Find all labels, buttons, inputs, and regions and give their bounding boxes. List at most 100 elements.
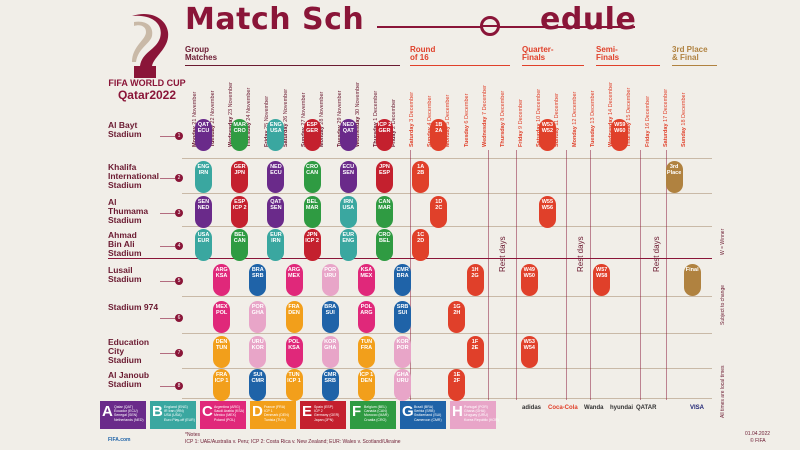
sponsor-logo: QATAR [636, 405, 657, 411]
match-pill[interactable]: TUN ICP 1 [285, 369, 303, 401]
match-pill[interactable]: QAT SEN [267, 196, 285, 228]
match-pill[interactable]: W49 W50 [520, 264, 538, 296]
team-a: W57 [596, 267, 608, 273]
match-pill[interactable]: ESP ICP 2 [231, 196, 249, 228]
match-pill[interactable]: EUR IRN [267, 229, 285, 261]
match-pill[interactable]: CMR SRB [321, 369, 339, 401]
phase-label: Group Matches [185, 45, 218, 62]
phase-label: 3rd Place & Final [672, 45, 708, 62]
team-a: FRA [288, 304, 300, 310]
match-pill[interactable]: POL ARG [357, 301, 375, 333]
row-divider [182, 193, 712, 194]
match-pill[interactable]: USA EUR [195, 229, 212, 261]
match-pill[interactable]: BEL CAN [231, 229, 249, 261]
team-a: 1E [453, 372, 461, 378]
match-pill[interactable]: SUI CMR [249, 369, 267, 401]
match-pill[interactable]: BEL MAR [303, 196, 321, 228]
match-pill[interactable]: NED ECU [267, 161, 285, 193]
team-b: URU [396, 378, 409, 384]
sponsor-logo: adidas [522, 405, 542, 411]
match-pill[interactable]: JPN ESP [376, 161, 393, 193]
team-b: W54 [523, 345, 535, 351]
weekday: Saturday [409, 121, 416, 147]
phase-label: Quarter- Finals [522, 45, 554, 62]
date-label: Friday 9 December [518, 72, 525, 147]
match-pill[interactable]: KOR GHA [321, 336, 339, 368]
match-pill[interactable]: 1D 2C [430, 196, 448, 228]
match-pill[interactable]: ENG USA [267, 119, 285, 151]
team-b: MEX [288, 273, 300, 279]
match-pill[interactable]: W59 W60 [611, 119, 629, 151]
match-pill[interactable]: ESP GER [303, 119, 321, 151]
date-column-header: Wednesday 7 December [482, 72, 492, 147]
match-pill[interactable]: KSA MEX [357, 264, 375, 296]
match-pill[interactable]: 1E 2F [448, 369, 466, 401]
team-a: BRA [324, 304, 337, 310]
team-b: 2D [417, 238, 425, 244]
stadium-connector [160, 353, 175, 354]
match-pill[interactable]: Final [683, 264, 701, 296]
match-pill[interactable]: ENG IRN [195, 161, 212, 193]
match-pill[interactable]: CMR BRA [394, 264, 412, 296]
match-pill[interactable]: W53 W54 [520, 336, 538, 368]
match-pill[interactable]: POL KSA [285, 336, 303, 368]
copyright: © FIFA [750, 438, 766, 444]
match-pill[interactable]: KOR POR [394, 336, 412, 368]
match-pill[interactable]: FRA ICP 1 [213, 369, 231, 401]
match-pill[interactable]: ICP 1 DEN [357, 369, 375, 401]
match-pill[interactable]: ECU SEN [339, 161, 357, 193]
match-pill[interactable]: SEN NED [195, 196, 212, 228]
match-pill[interactable]: GHA URU [394, 369, 412, 401]
match-pill[interactable]: POR GHA [249, 301, 267, 333]
match-pill[interactable]: POR URU [321, 264, 339, 296]
match-pill[interactable]: W57 W58 [593, 264, 611, 296]
match-pill[interactable]: GER JPN [231, 161, 249, 193]
match-pill[interactable]: W53 W52 [538, 119, 556, 151]
phase-rule [410, 65, 510, 66]
team-a: NED [270, 164, 282, 170]
match-pill[interactable]: URU KOR [249, 336, 267, 368]
date-column-header: Monday 5 December [445, 72, 455, 147]
team-a: 1A [417, 164, 425, 170]
match-pill[interactable]: SRB SUI [394, 301, 412, 333]
match-pill[interactable]: DEN TUN [213, 336, 231, 368]
match-pill[interactable]: 1A 2B [412, 161, 430, 193]
match-pill[interactable]: 3rd Place [665, 161, 683, 193]
match-pill[interactable]: 1B 2A [430, 119, 448, 151]
match-pill[interactable]: JPN ICP 2 [303, 229, 321, 261]
match-pill[interactable]: MAR CRO [231, 119, 249, 151]
date-label: Tuesday 13 December [590, 72, 597, 147]
match-pill[interactable]: EUR ENG [339, 229, 357, 261]
group-legend-b: B England (ENG) IR Iran (IRN) USA (USA) E… [150, 401, 196, 429]
match-pill[interactable]: FRA DEN [285, 301, 303, 333]
match-pill[interactable]: 1G 2H [448, 301, 466, 333]
team-b: KSA [288, 345, 300, 351]
match-pill[interactable]: ARG MEX [285, 264, 303, 296]
match-pill[interactable]: CAN MAR [376, 196, 393, 228]
match-pill[interactable]: NED QAT [339, 119, 357, 151]
match-pill[interactable]: 1C 2D [412, 229, 430, 261]
date-column-header: Friday 2 December [391, 72, 401, 147]
day-month: 30 November [354, 81, 361, 115]
group-letter: C [202, 403, 213, 420]
stadium-number-badge: 5 [175, 277, 183, 285]
weekday: Monday [572, 124, 579, 147]
match-pill[interactable]: BRA SUI [321, 301, 339, 333]
match-pill[interactable]: W55 W56 [538, 196, 556, 228]
team-a: TUN [360, 339, 373, 345]
match-pill[interactable]: 1F 2E [466, 336, 484, 368]
team-a: KOR [396, 339, 409, 345]
match-pill[interactable]: 1H 2G [466, 264, 484, 296]
date-column-header: Tuesday 22 November [210, 72, 220, 147]
match-pill[interactable]: BRA SRB [249, 264, 267, 296]
match-pill[interactable]: IRN USA [339, 196, 357, 228]
match-pill[interactable]: CRO BEL [376, 229, 393, 261]
match-pill[interactable]: CRO CAN [303, 161, 321, 193]
match-pill[interactable]: TUN FRA [357, 336, 375, 368]
team-a: JPN [306, 232, 318, 238]
match-pill[interactable]: ICP 2 GER [376, 119, 393, 151]
match-pill[interactable]: QAT ECU [195, 119, 212, 151]
title-rule [377, 26, 635, 28]
match-pill[interactable]: MEX POL [213, 301, 231, 333]
match-pill[interactable]: ARG KSA [213, 264, 231, 296]
